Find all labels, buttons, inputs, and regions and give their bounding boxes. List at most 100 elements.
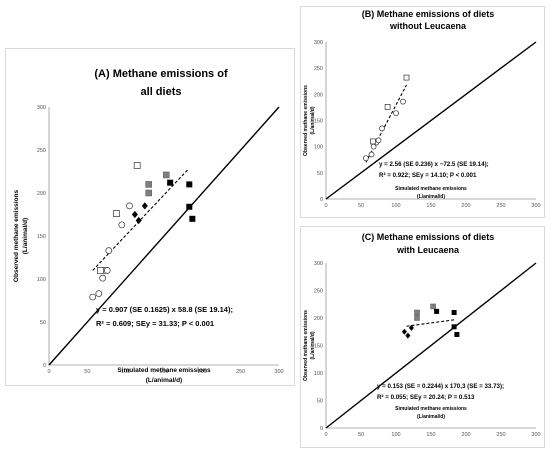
- y-tick-label-b: 300: [314, 40, 323, 46]
- x-tick-label-a: 250: [236, 369, 245, 375]
- chart-title-b-line-2: without Leucaena: [389, 21, 467, 31]
- y-tick-label-c: 150: [314, 344, 323, 350]
- y-tick-label-b: 150: [314, 119, 323, 125]
- y-tick-label-b: 250: [314, 66, 323, 72]
- x-tick-label-c: 150: [426, 432, 435, 438]
- scatter-plot-a: (A) Methane emissions of all diets 0 50 100 1…: [13, 68, 284, 384]
- data-point-circle-a: [118, 221, 126, 229]
- data-point-diamond-a: [135, 216, 142, 225]
- x-tick-label-b: 200: [461, 203, 470, 209]
- data-point-circle-b: [368, 151, 375, 158]
- x-tick-label-c: 100: [391, 432, 400, 438]
- x-tick-label-c: 50: [358, 432, 364, 438]
- data-point-square-gray-a: [145, 189, 152, 197]
- x-tick-label-b: 0: [324, 203, 327, 209]
- data-point-square-black-a: [189, 215, 196, 222]
- data-point-square-open-a: [133, 162, 141, 169]
- y-tick-label-a: 150: [37, 234, 46, 240]
- identity-line-a: [48, 106, 280, 366]
- data-point-circle-a: [103, 267, 111, 274]
- data-point-diamond-a: [141, 202, 148, 210]
- data-point-square-open-a: [97, 267, 104, 274]
- data-point-square-gray-a: [145, 181, 152, 188]
- x-tick-label-a: 300: [274, 369, 283, 375]
- regression-equation-a-line-2: R² = 0.609; SEy = 31.33; P < 0.001: [96, 319, 214, 328]
- y-axis-label-c-line-2: (L/animal/d): [310, 331, 316, 359]
- y-axis-label-a-line-1: Observed methane emissions: [13, 190, 20, 283]
- data-point-square-black-c: [451, 310, 457, 315]
- y-tick-label-a: 200: [37, 191, 46, 197]
- chart-title-c-line-1: (C) Methane emissions of diets: [362, 232, 495, 242]
- y-axis-label-c-line-1: Observed methane emissions: [303, 310, 309, 381]
- chart-panel-b: (B) Methane emissions of diets without Le…: [300, 6, 545, 218]
- data-point-square-gray-a: [163, 171, 170, 179]
- data-point-square-black-a: [186, 203, 193, 210]
- y-axis-label-a-line-2: (L/animal/d): [22, 218, 29, 254]
- regression-line-a: [92, 168, 189, 271]
- data-point-square-gray-c: [414, 315, 420, 321]
- regression-equation-a-line-1: y = 0.907 (SE 0.1625) x 58.8 (SE 19.14);: [96, 305, 233, 314]
- x-tick-label-c: 0: [324, 432, 327, 438]
- data-point-circle-a: [126, 202, 133, 210]
- data-point-circle-b: [375, 137, 382, 144]
- x-tick-label-b: 300: [531, 203, 540, 209]
- x-tick-label-b: 100: [391, 203, 400, 209]
- regression-equation-c-line-1: y = 0.153 (SE = 0.2244) x 170,3 (SE = 33…: [377, 383, 504, 390]
- y-tick-label-a: 0: [43, 363, 46, 369]
- data-point-square-open-a: [113, 210, 120, 217]
- chart-title-a-line-2: all diets: [141, 86, 182, 98]
- x-tick-label-c: 200: [461, 432, 470, 438]
- regression-line-c: [406, 319, 456, 327]
- data-point-circle-b: [400, 98, 406, 105]
- data-point-circle-b: [393, 110, 399, 117]
- x-tick-label-b: 250: [496, 203, 505, 209]
- data-point-diamond-c: [405, 332, 411, 339]
- data-point-square-gray-c: [430, 303, 436, 310]
- y-tick-label-c: 200: [314, 316, 323, 322]
- y-tick-label-a: 50: [40, 320, 46, 326]
- x-tick-label-a: 100: [121, 369, 130, 375]
- data-point-square-gray-c: [414, 309, 420, 316]
- regression-equation-c-line-2: R² = 0.055; SEy = 20.24; P = 0.513: [377, 394, 475, 401]
- regression-equation-b-line-1: y = 2.56 (SE 0.236) x −72.5 (SE 19.14);: [379, 161, 489, 168]
- x-tick-label-a: 150: [159, 369, 168, 375]
- y-tick-label-a: 300: [37, 105, 46, 111]
- x-axis-label-a-line-2: (L/animal/d): [146, 377, 182, 384]
- regression-line-b: [365, 84, 407, 163]
- data-point-diamond-c: [401, 328, 407, 335]
- chart-panel-a: (A) Methane emissions of all diets 0 50 100 1…: [5, 48, 295, 386]
- y-tick-label-c: 250: [314, 289, 323, 295]
- data-point-circle-a: [105, 247, 113, 254]
- scatter-plot-b: (B) Methane emissions of diets without Le…: [303, 9, 541, 209]
- x-tick-label-c: 300: [531, 432, 540, 438]
- data-point-circle-a: [99, 274, 107, 282]
- chart-title-c-line-2: with Leucaena: [396, 245, 460, 255]
- x-tick-label-b: 150: [426, 203, 435, 209]
- data-point-diamond-a: [131, 210, 138, 219]
- y-tick-label-b: 200: [314, 92, 323, 98]
- x-axis-label-c-line-2: (L/animal/d): [417, 414, 445, 420]
- x-axis-label-a-line-1: Simulated methane emissions: [117, 367, 211, 374]
- data-point-circle-b: [379, 125, 385, 132]
- y-tick-label-b: 100: [314, 145, 323, 151]
- x-tick-label-c: 250: [496, 432, 505, 438]
- x-axis-label-c-line-1: Simulated methane emissions: [395, 406, 467, 412]
- y-tick-label-a: 250: [37, 148, 46, 154]
- data-point-square-black-c: [454, 332, 460, 337]
- chart-title-a-line-1: (A) Methane emissions of: [94, 68, 228, 80]
- x-axis-label-b-line-1: Simulated methane emissions: [395, 186, 467, 192]
- data-point-circle-a: [95, 290, 103, 297]
- data-point-circle-b: [363, 155, 369, 162]
- y-tick-label-b: 50: [317, 171, 323, 177]
- x-tick-label-b: 50: [358, 203, 364, 209]
- scatter-plot-c: (C) Methane emissions of diets with Leuca…: [303, 232, 541, 438]
- chart-title-b-line-1: (B) Methane emissions of diets: [362, 9, 495, 19]
- regression-equation-b-line-2: R² = 0.922; SEy = 14.10; P < 0.001: [379, 172, 477, 179]
- x-axis-label-b-line-2: (L/animal/d): [417, 194, 445, 200]
- data-point-square-black-c: [451, 324, 457, 330]
- identity-line-c: [325, 262, 537, 429]
- y-tick-label-c: 50: [317, 399, 323, 405]
- data-point-square-open-b: [403, 74, 410, 81]
- data-point-square-open-b: [384, 104, 391, 110]
- data-point-square-black-a: [167, 179, 174, 186]
